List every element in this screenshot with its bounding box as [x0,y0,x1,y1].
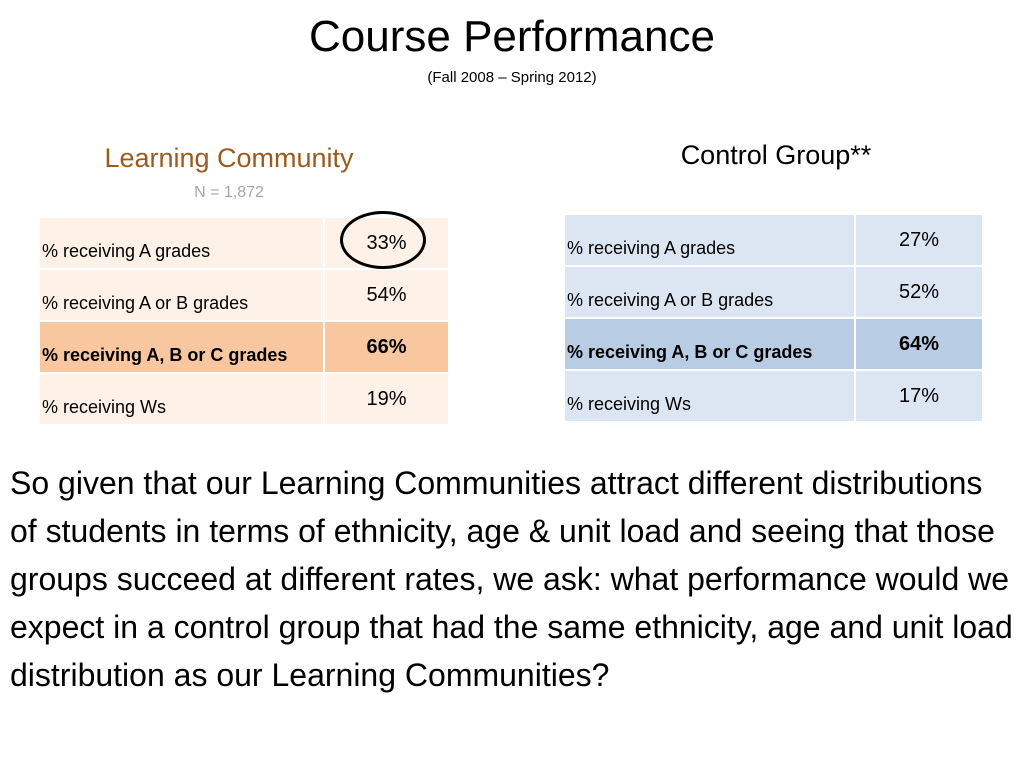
learning-community-sample-size: N = 1,872 [194,184,264,201]
control-group-heading: Control Group** [680,140,872,170]
row-value: 33% [323,216,450,270]
table-row: % receiving A or B grades 54% [38,268,450,322]
row-value: 64% [854,317,984,371]
row-value: 52% [854,265,984,319]
row-label: % receiving A, B or C grades [563,317,856,371]
row-value: 19% [323,372,450,426]
learning-community-table: % receiving A grades 33% % receiving A o… [38,216,450,426]
learning-community-heading: Learning Community [104,143,354,173]
table-row: % receiving Ws 17% [563,369,984,423]
table-row: % receiving A, B or C grades 66% [38,320,450,374]
table-row: % receiving A grades 33% [38,216,450,270]
row-label: % receiving A grades [563,213,856,267]
row-label: % receiving A or B grades [38,268,325,322]
row-label: % receiving Ws [38,372,325,426]
row-label: % receiving A, B or C grades [38,320,325,374]
table-row: % receiving Ws 19% [38,372,450,426]
page-subtitle: (Fall 2008 – Spring 2012) [427,69,597,86]
body-paragraph: So given that our Learning Communities a… [10,465,1013,693]
row-label: % receiving A or B grades [563,265,856,319]
row-value: 66% [323,320,450,374]
row-value: 17% [854,369,984,423]
row-label: % receiving Ws [563,369,856,423]
table-row: % receiving A, B or C grades 64% [563,317,984,371]
table-row: % receiving A grades 27% [563,213,984,267]
row-label: % receiving A grades [38,216,325,270]
page-title: Course Performance [309,12,715,61]
table-row: % receiving A or B grades 52% [563,265,984,319]
row-value: 54% [323,268,450,322]
row-value: 27% [854,213,984,267]
control-group-table: % receiving A grades 27% % receiving A o… [563,213,984,423]
